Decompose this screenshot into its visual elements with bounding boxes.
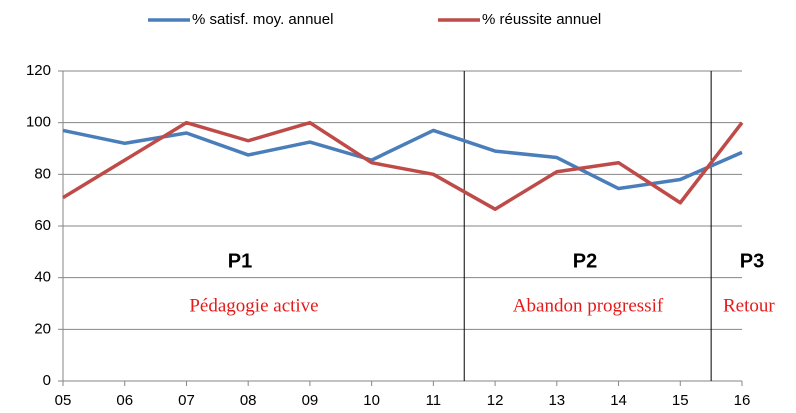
legend-label: % satisf. moy. annuel <box>192 11 333 28</box>
x-tick-label: 09 <box>302 392 319 409</box>
y-tick-label: 100 <box>26 114 51 131</box>
series-line <box>62 120 744 211</box>
period-description: Retour <box>723 295 775 316</box>
y-tick-label: 60 <box>34 217 51 234</box>
x-tick-label: 05 <box>55 392 72 409</box>
series-line <box>62 128 743 191</box>
x-tick-label: 16 <box>734 392 751 409</box>
period-description: Abandon progressif <box>513 295 664 316</box>
x-tick-label: 07 <box>178 392 195 409</box>
period-label: P1 <box>228 250 252 272</box>
y-tick-label: 0 <box>43 372 51 389</box>
x-tick-label: 14 <box>610 392 627 409</box>
x-tick-label: 08 <box>240 392 257 409</box>
x-tick-label: 15 <box>672 392 689 409</box>
y-tick-label: 20 <box>34 320 51 337</box>
y-tick-label: 40 <box>34 269 51 286</box>
x-tick-label: 06 <box>116 392 133 409</box>
x-tick-label: 12 <box>487 392 504 409</box>
legend-label: % réussite annuel <box>482 11 601 28</box>
x-tick-label: 13 <box>548 392 565 409</box>
period-label: P3 <box>740 250 764 272</box>
period-label: P2 <box>573 250 597 272</box>
period-description: Pédagogie active <box>189 295 318 316</box>
x-tick-label: 11 <box>426 392 442 409</box>
x-tick-label: 10 <box>363 392 380 409</box>
y-tick-label: 120 <box>26 62 51 79</box>
y-tick-label: 80 <box>34 165 51 182</box>
